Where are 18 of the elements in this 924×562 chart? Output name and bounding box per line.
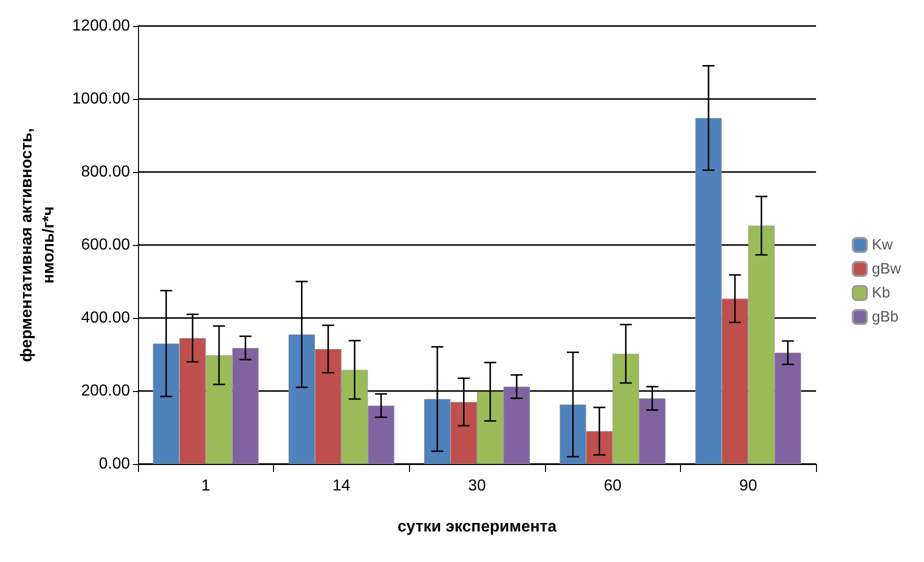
x-tick-label: 90 <box>739 478 758 494</box>
legend-label: Kb <box>872 284 890 302</box>
y-tick-label: 800.00 <box>81 164 130 180</box>
y-tick-label: 0.00 <box>98 456 130 472</box>
y-tick-label: 200.00 <box>81 382 130 400</box>
x-tick-label: 1 <box>201 478 210 494</box>
legend-label: gBb <box>872 308 899 326</box>
y-tick-label: 1000.00 <box>72 90 130 108</box>
x-tick-label: 14 <box>332 478 350 494</box>
y-tick-label: 600.00 <box>81 236 130 254</box>
x-axis-title: сутки эксперимента <box>398 518 557 536</box>
y-tick-label: 400.00 <box>81 310 130 326</box>
y-axis-title: ферментативная активность, нмоль/г*ч <box>18 128 58 362</box>
x-tick-label: 30 <box>468 478 486 494</box>
x-tick-label: 60 <box>604 478 622 494</box>
y-tick-label: 1200.00 <box>72 18 130 34</box>
legend-label: gBw <box>872 260 902 278</box>
legend-label: Kw <box>872 236 893 254</box>
